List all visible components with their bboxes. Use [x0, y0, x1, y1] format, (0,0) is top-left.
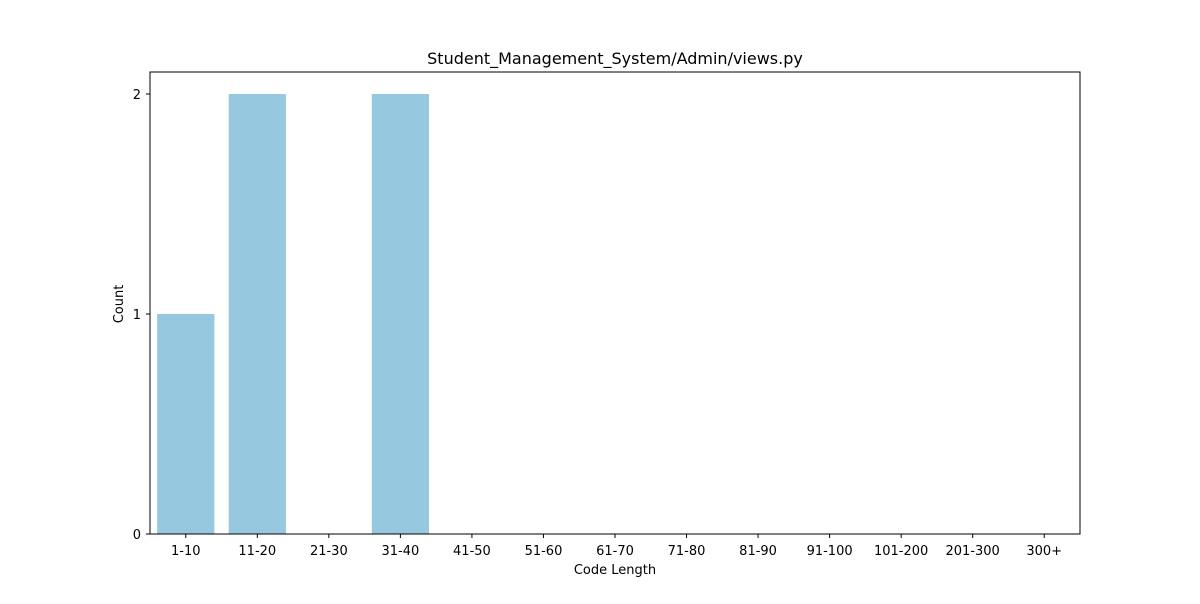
- x-axis-label: Code Length: [574, 563, 656, 578]
- y-axis-label: Count: [112, 285, 127, 324]
- x-tick-label: 61-70: [596, 544, 634, 559]
- chart-title: Student_Management_System/Admin/views.py: [427, 49, 803, 69]
- x-tick-label: 101-200: [874, 544, 928, 559]
- bar-1-10: [157, 314, 214, 534]
- y-axis-ticks: 0 1 2: [133, 88, 150, 543]
- x-tick-label: 31-40: [381, 544, 419, 559]
- x-tick-label: 11-20: [238, 544, 276, 559]
- x-tick-label: 201-300: [946, 544, 1000, 559]
- x-tick-label: 81-90: [739, 544, 777, 559]
- bar-31-40: [372, 94, 429, 534]
- x-tick-label: 1-10: [171, 544, 201, 559]
- x-tick-label: 300+: [1026, 544, 1062, 559]
- y-tick-label: 0: [133, 528, 141, 543]
- y-tick-label: 1: [133, 308, 141, 323]
- x-tick-label: 91-100: [807, 544, 853, 559]
- bar-11-20: [229, 94, 286, 534]
- x-tick-label: 41-50: [453, 544, 491, 559]
- x-tick-label: 21-30: [310, 544, 348, 559]
- plot-frame: [150, 72, 1080, 534]
- x-axis-ticks: 1-10 11-20 21-30 31-40 41-50 51-60 61-70 71-80 8…: [171, 534, 1062, 559]
- x-tick-label: 51-60: [525, 544, 563, 559]
- x-tick-label: 71-80: [668, 544, 706, 559]
- bars-group: [157, 94, 429, 534]
- y-tick-label: 2: [133, 88, 141, 103]
